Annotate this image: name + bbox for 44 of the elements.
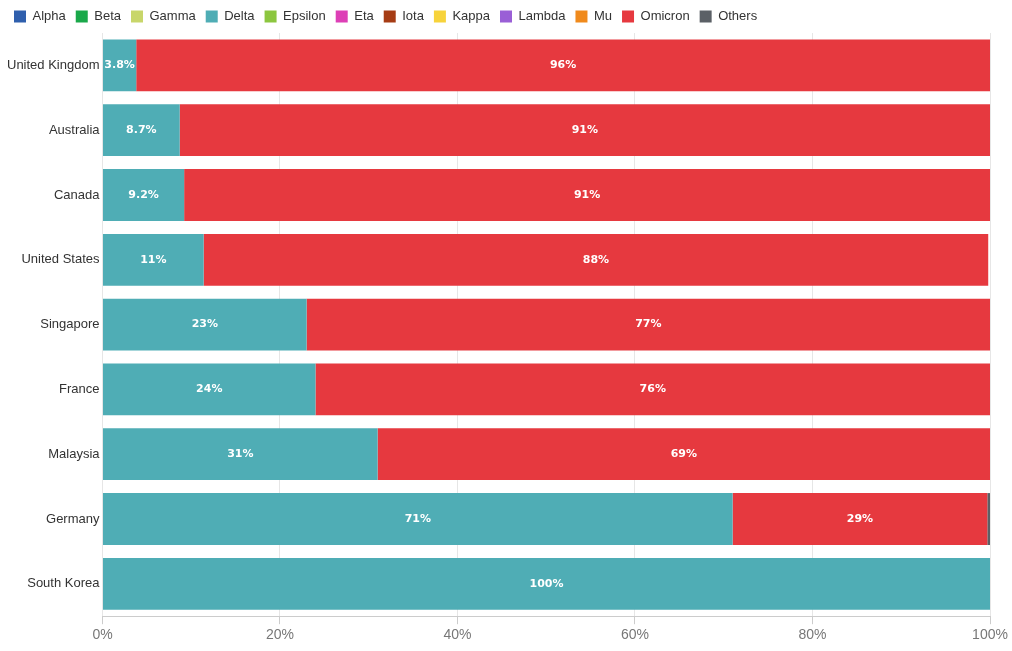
data-label: 100% xyxy=(529,576,564,590)
data-label: 91% xyxy=(571,123,599,137)
legend-label: Gamma xyxy=(149,8,197,24)
x-tick-label: 20% xyxy=(265,626,295,643)
legend-label: Eta xyxy=(354,8,375,24)
data-label: 77% xyxy=(635,317,662,331)
x-tick-label: 100% xyxy=(972,626,1008,643)
x-tick-label: 80% xyxy=(798,626,827,643)
y-tick-label: Australia xyxy=(48,121,101,137)
legend-label: Alpha xyxy=(32,8,67,24)
data-label: 9.2% xyxy=(128,187,159,201)
data-label: 91% xyxy=(573,187,601,201)
y-tick-label: Germany xyxy=(46,510,100,526)
data-label: 76% xyxy=(639,382,666,396)
legend-label: Lambda xyxy=(518,8,567,24)
data-label: 3.8% xyxy=(104,58,135,72)
x-tick-label: 40% xyxy=(443,626,472,643)
data-label: 23% xyxy=(191,317,218,331)
data-label: 31% xyxy=(227,447,254,461)
y-tick-label: Canada xyxy=(53,186,101,202)
data-label: 8.7% xyxy=(126,123,157,137)
y-tick-label: United States xyxy=(21,251,100,267)
legend-label: Beta xyxy=(94,8,122,24)
data-label: 69% xyxy=(670,447,697,461)
data-label: 24% xyxy=(196,382,223,396)
x-tick-label: 60% xyxy=(620,626,650,643)
data-label: 29% xyxy=(846,511,874,525)
y-tick-label: France xyxy=(59,380,100,396)
legend-label: Others xyxy=(718,8,758,24)
y-tick-label: United Kingdom xyxy=(7,56,100,72)
x-tick-label: 0% xyxy=(92,626,113,643)
data-label: 11% xyxy=(140,252,167,266)
data-label: 96% xyxy=(549,58,577,72)
y-tick-label: Singapore xyxy=(40,316,100,332)
legend-label: Mu xyxy=(593,8,613,24)
data-label: 71% xyxy=(404,511,431,525)
legend-label: Kappa xyxy=(452,8,491,24)
legend-label: Omicron xyxy=(640,8,690,24)
legend-label: Delta xyxy=(224,8,256,24)
y-tick-label: South Korea xyxy=(27,575,101,591)
data-label: 88% xyxy=(582,252,610,266)
legend-label: Epsilon xyxy=(283,8,326,24)
y-tick-label: Malaysia xyxy=(48,445,101,461)
legend-label: Iota xyxy=(402,8,425,24)
